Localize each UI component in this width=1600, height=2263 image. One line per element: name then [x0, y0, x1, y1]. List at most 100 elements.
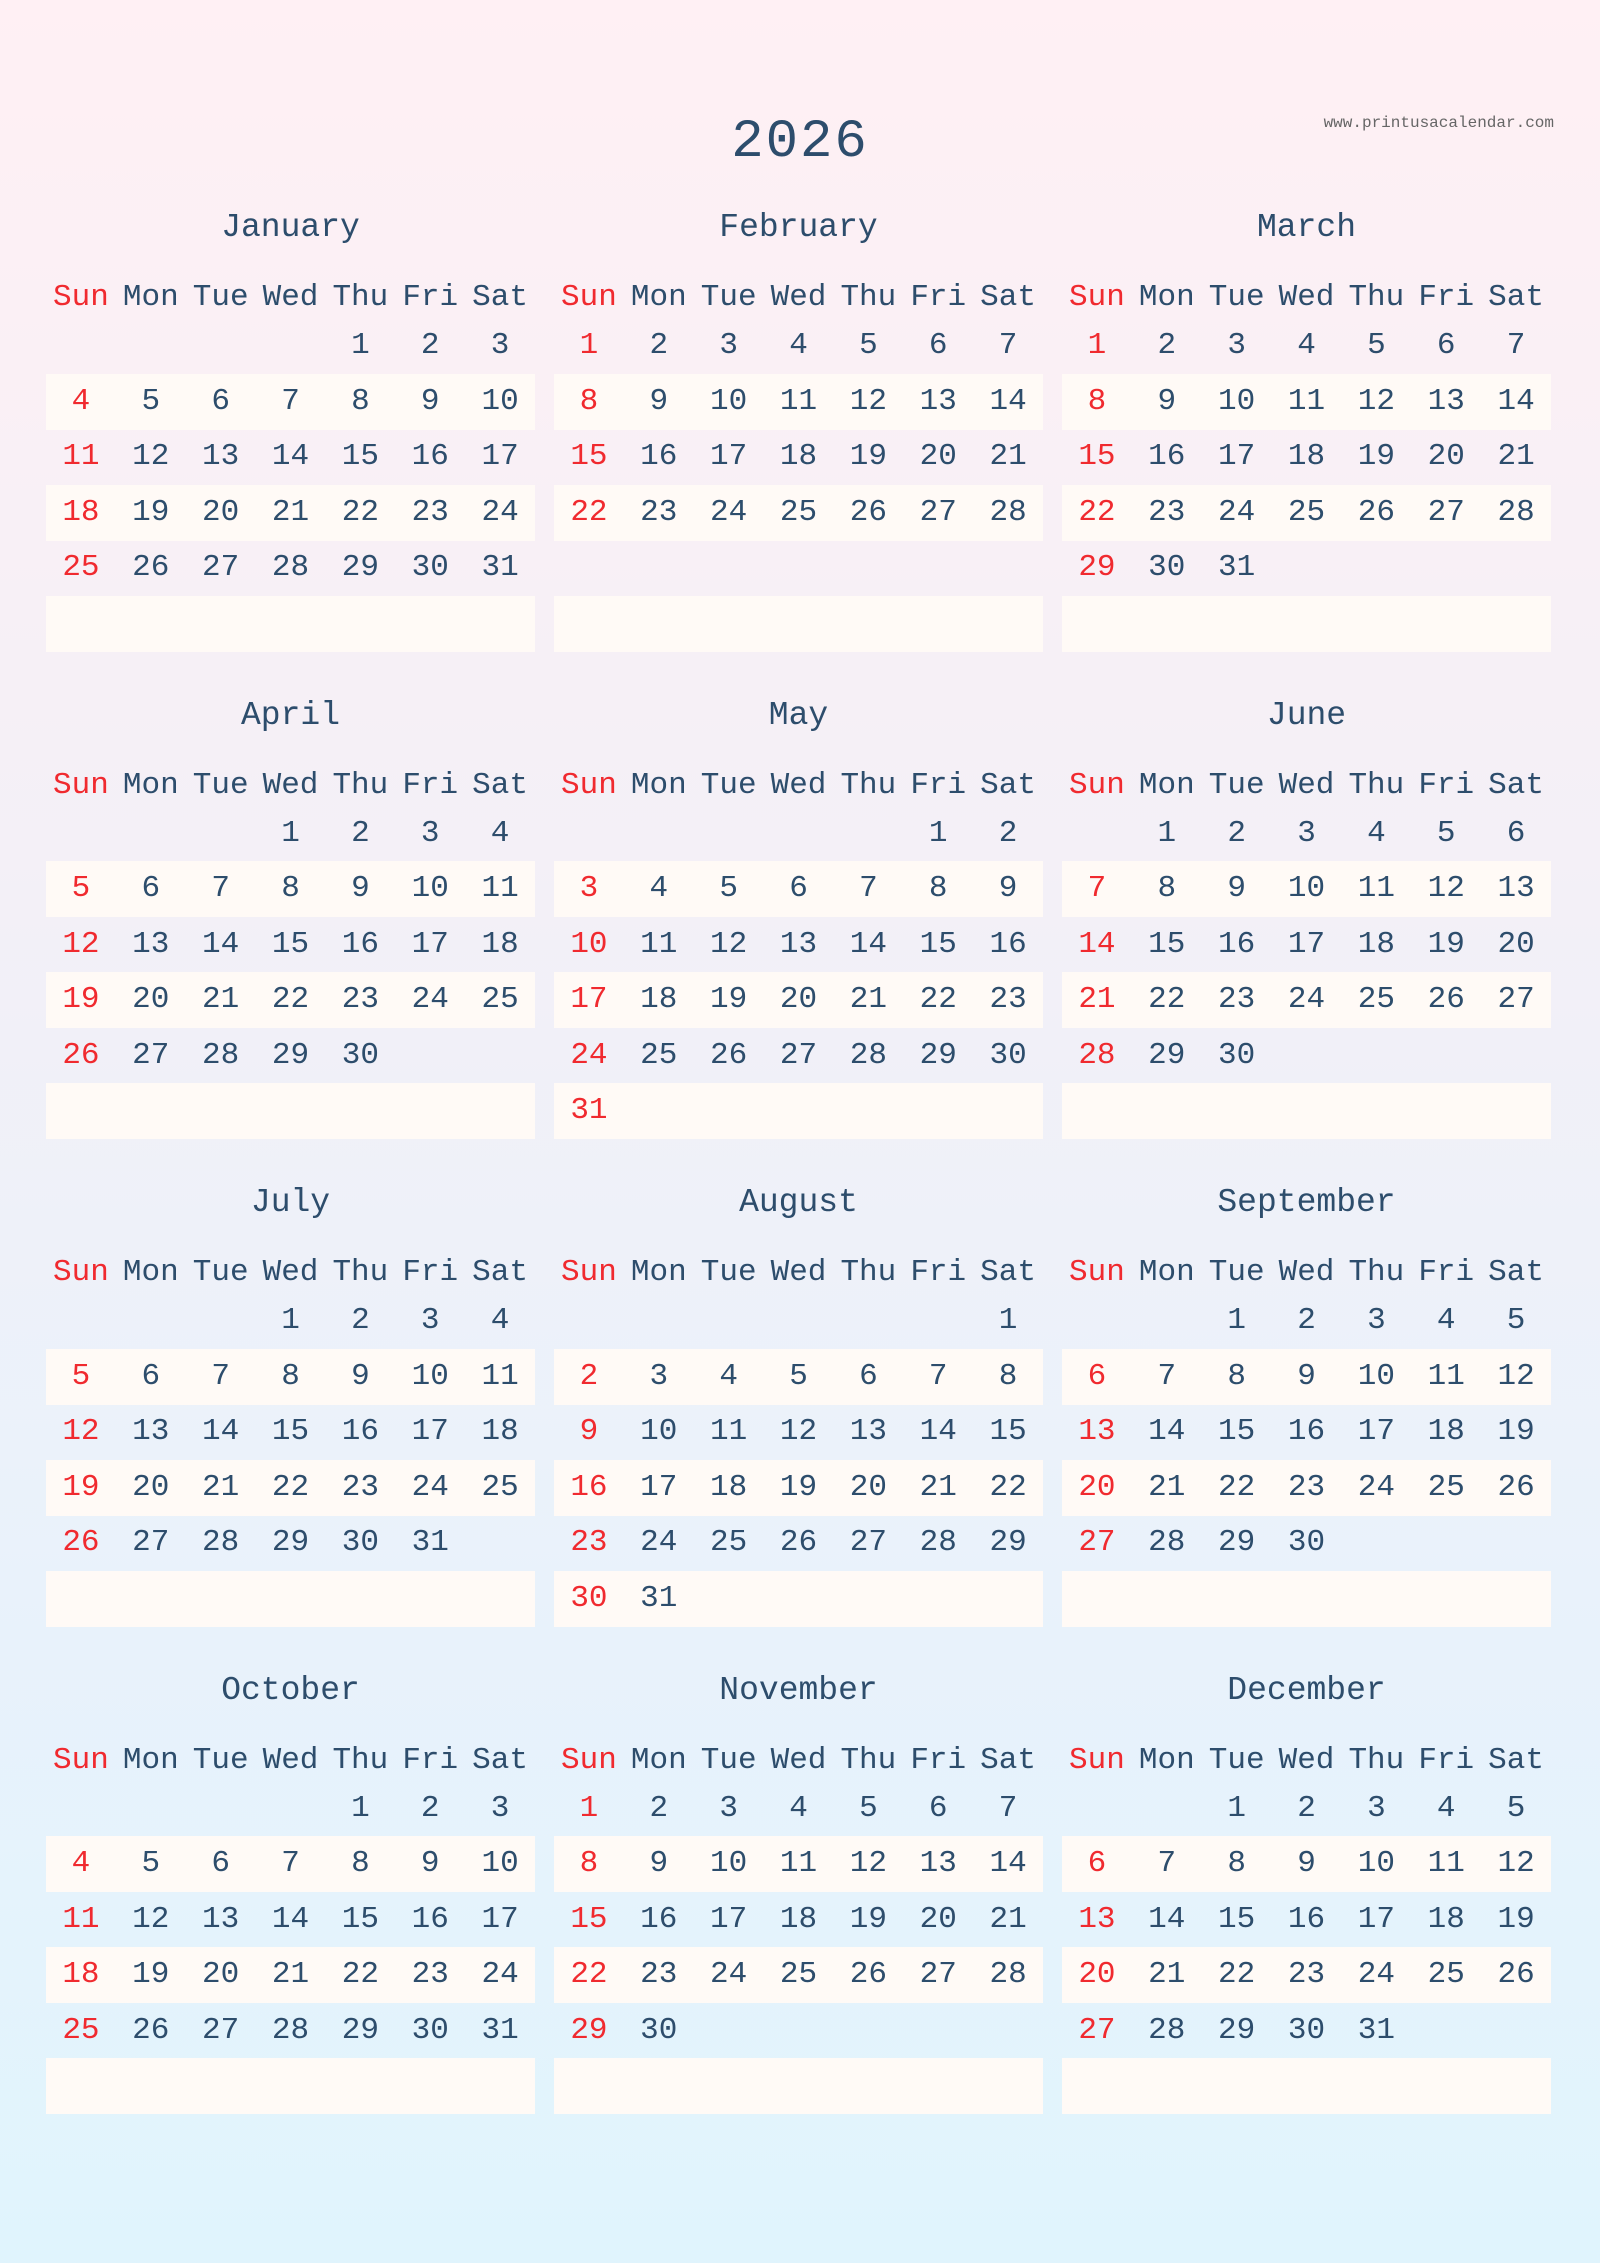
- day-cell: 8: [1087, 383, 1107, 419]
- empty-day-cell: [1411, 1028, 1481, 1084]
- weekday-label: Fri: [910, 1255, 967, 1291]
- weekday-label: Fri: [402, 1742, 459, 1778]
- day-cell: 20: [1497, 926, 1535, 962]
- weekday-label: Thu: [840, 280, 897, 315]
- empty-day-cell: [764, 596, 834, 652]
- empty-day-cell: [116, 318, 186, 374]
- day-cell: 1: [351, 328, 370, 363]
- day-cell: 14: [271, 1901, 310, 1937]
- weekday-header: Sun Mon Tue Wed Thu Fri Sat: [554, 276, 1043, 320]
- weekday-label: Sat: [472, 1742, 528, 1778]
- day-cell: 18: [1427, 1901, 1465, 1937]
- empty-day-cell: [465, 1571, 535, 1627]
- empty-day-cell: [116, 1781, 186, 1837]
- weekday-header: Sun Mon Tue Wed Thu Fri Sat: [1062, 764, 1551, 808]
- week-row: 4 5 6 7 8 9 10: [46, 1836, 535, 1893]
- empty-day-cell: [1062, 2058, 1132, 2114]
- day-cell: 27: [919, 1957, 957, 1993]
- day-cell: 23: [1287, 1469, 1326, 1505]
- day-cell: 20: [132, 1469, 170, 1505]
- day-cell: 11: [1427, 1358, 1465, 1394]
- day-cell: 13: [919, 1846, 957, 1882]
- day-cell: 16: [1287, 1414, 1326, 1450]
- day-cell: 13: [132, 1414, 170, 1450]
- day-cell: 31: [481, 550, 519, 585]
- empty-day-cell: [1481, 2003, 1551, 2059]
- week-row: 1 2 3 4 5: [1062, 1293, 1551, 1349]
- week-row: 4 5 6 7 8 9 10: [46, 373, 535, 430]
- day-cell: 2: [1297, 1303, 1316, 1339]
- day-cell: 15: [570, 1901, 608, 1937]
- empty-day-cell: [554, 540, 624, 596]
- weekday-label: Tue: [1208, 1255, 1265, 1291]
- week-row: 1 2 3: [46, 318, 535, 374]
- day-cell: 9: [420, 1846, 440, 1882]
- weekday-label: Thu: [840, 1255, 897, 1291]
- day-cell: 23: [1218, 982, 1256, 1018]
- empty-day-cell: [764, 1571, 834, 1627]
- day-cell: 13: [849, 1414, 887, 1450]
- day-cell: 3: [649, 1358, 669, 1394]
- weekday-label: Wed: [262, 1255, 319, 1291]
- day-cell: 12: [1357, 383, 1395, 419]
- empty-day-cell: [764, 1083, 834, 1139]
- day-cell: 26: [1427, 982, 1465, 1018]
- day-cell: 25: [640, 1037, 678, 1073]
- empty-day-cell: [1132, 1571, 1202, 1627]
- day-cell: 10: [710, 383, 748, 419]
- weekday-label: Thu: [1348, 1255, 1405, 1291]
- weekday-label: Sun: [561, 1255, 617, 1291]
- day-cell: 23: [411, 494, 449, 530]
- day-cell: 15: [1218, 1414, 1256, 1450]
- day-cell: 8: [998, 1358, 1018, 1394]
- weekday-label: Thu: [1348, 767, 1405, 803]
- day-cell: 16: [1218, 926, 1256, 962]
- day-cell: 25: [1357, 982, 1395, 1018]
- day-cell: 9: [1227, 871, 1246, 907]
- empty-day-cell: [1411, 596, 1481, 652]
- day-cell: 14: [1078, 926, 1116, 962]
- day-cell: 6: [211, 383, 230, 419]
- weekday-label: Thu: [332, 1255, 389, 1291]
- day-cell: 5: [859, 328, 878, 363]
- empty-day-cell: [1202, 2058, 1272, 2114]
- week-row: 1 2 3 4 5: [1062, 1781, 1551, 1837]
- day-cell: 21: [1497, 439, 1535, 474]
- day-cell: 28: [919, 1525, 957, 1561]
- day-cell: 9: [998, 871, 1018, 907]
- weekday-label: Sat: [1488, 767, 1544, 803]
- weekday-label: Sun: [1069, 1742, 1125, 1778]
- day-cell: 31: [411, 1525, 449, 1561]
- day-cell: 30: [411, 2012, 449, 2048]
- empty-day-cell: [1272, 1083, 1342, 1139]
- week-row: 1 2 3: [46, 1781, 535, 1837]
- weekday-label: Sun: [1069, 280, 1125, 315]
- weekday-label: Sun: [53, 1255, 109, 1291]
- day-cell: 25: [779, 1957, 818, 1993]
- day-cell: 4: [789, 328, 808, 363]
- day-cell: 4: [1436, 1790, 1456, 1826]
- week-row: 11 12 13 14 15 16 17: [46, 1892, 535, 1948]
- empty-day-cell: [1272, 1571, 1342, 1627]
- day-cell: 19: [62, 982, 100, 1018]
- empty-day-cell: [325, 1083, 395, 1139]
- day-cell: 14: [1148, 1414, 1186, 1450]
- day-cell: 20: [1078, 1469, 1116, 1505]
- weekday-label: Sat: [1488, 1742, 1544, 1778]
- day-cell: 11: [779, 1846, 818, 1882]
- day-cell: 12: [710, 926, 748, 962]
- week-row: 13 14 15 16 17 18 19: [1062, 1404, 1551, 1460]
- day-cell: 6: [141, 871, 161, 907]
- empty-day-cell: [186, 806, 256, 862]
- month-title: November: [719, 1671, 878, 1709]
- month-title: April: [240, 696, 341, 734]
- weekday-label: Wed: [770, 767, 827, 803]
- empty-day-cell: [46, 806, 116, 862]
- day-cell: 13: [919, 383, 957, 419]
- day-cell: 22: [989, 1469, 1027, 1505]
- day-cell: 3: [420, 1303, 440, 1339]
- month-title: September: [1217, 1184, 1396, 1222]
- empty-day-cell: [116, 1571, 186, 1627]
- week-row: 23 24 25 26 27 28 29: [554, 1515, 1043, 1571]
- day-cell: 14: [202, 926, 240, 962]
